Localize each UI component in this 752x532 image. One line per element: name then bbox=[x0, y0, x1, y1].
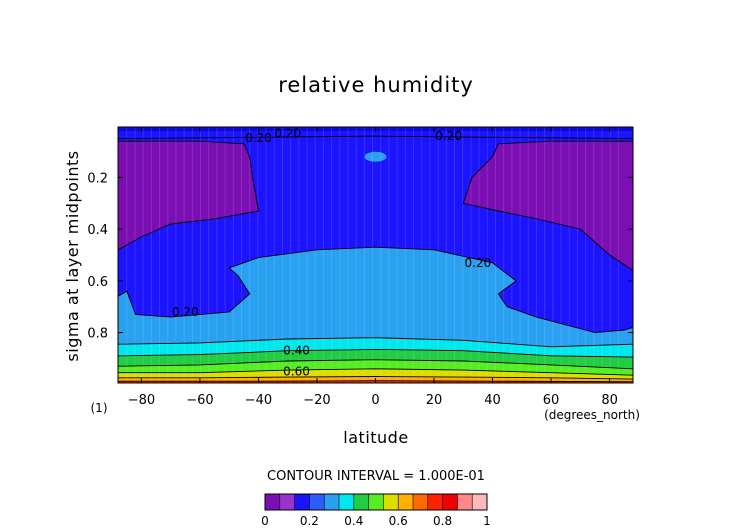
chart-title: relative humidity bbox=[278, 73, 474, 97]
x-tick-label: 0 bbox=[371, 393, 379, 408]
colorbar-swatch bbox=[353, 494, 370, 510]
y-axis-ticks: 0.2 0.4 0.6 0.8 bbox=[87, 171, 633, 342]
contour-0.2-north bbox=[462, 140, 634, 271]
colorbar-swatch bbox=[442, 494, 458, 510]
contour-label: 0.20 bbox=[172, 305, 199, 319]
y-axis-label: sigma at layer midpoints bbox=[63, 150, 82, 361]
contour-texture bbox=[126, 127, 619, 383]
contour-label: 0.20 bbox=[435, 129, 462, 143]
y-tick-label: 0.4 bbox=[87, 223, 108, 238]
contour-0.6 bbox=[117, 359, 634, 370]
y-tick-label: 0.6 bbox=[87, 275, 108, 290]
colorbar-swatch bbox=[398, 494, 414, 510]
x-tick-label: −40 bbox=[245, 393, 272, 408]
x-tick-label: 40 bbox=[484, 393, 501, 408]
contour-label: 0.20 bbox=[245, 131, 272, 145]
contour-0.2-top bbox=[117, 135, 634, 140]
colorbar-frame bbox=[264, 493, 488, 511]
x-tick-label: −80 bbox=[128, 393, 155, 408]
colorbar-swatch bbox=[265, 494, 281, 510]
contour-0.8 bbox=[118, 376, 634, 380]
y-tick-label: 0.2 bbox=[87, 171, 108, 186]
colorbar-swatch bbox=[427, 494, 444, 510]
contour-label: 0.20 bbox=[465, 256, 492, 270]
x-tick-label: 20 bbox=[426, 393, 443, 408]
x-tick-label: 80 bbox=[601, 393, 618, 408]
contour-label: 0.40 bbox=[283, 344, 310, 358]
corner-label: (1) bbox=[91, 401, 108, 415]
x-axis-units: (degrees_north) bbox=[544, 408, 640, 422]
fill-0.1-0.2-south bbox=[118, 141, 259, 250]
colorbar-swatch bbox=[413, 494, 429, 510]
contour-labels: 0.200.20 0.200.200.200.400.60 bbox=[172, 126, 491, 378]
x-axis-label: latitude bbox=[343, 428, 408, 447]
fill-0.3-0.4-blob bbox=[364, 151, 387, 162]
contour-lines bbox=[117, 135, 634, 383]
colorbar-tick-label: 0.4 bbox=[344, 514, 363, 528]
contour-0.4 bbox=[117, 337, 634, 348]
colorbar-tick-labels: 0 0.2 0.4 0.6 0.8 1 bbox=[261, 514, 491, 528]
contour-0.2-south bbox=[117, 140, 260, 251]
contour-0.5 bbox=[117, 348, 634, 358]
contour-fills bbox=[118, 127, 633, 383]
colorbar-swatch bbox=[294, 494, 310, 510]
contour-label: 0.60 bbox=[283, 364, 310, 378]
colorbar-swatch bbox=[383, 494, 399, 510]
colorbar-swatch bbox=[472, 494, 488, 510]
x-tick-label: −60 bbox=[186, 393, 213, 408]
contour-interval-label: CONTOUR INTERVAL = 1.000E-01 bbox=[267, 469, 485, 484]
contour-label: 0.20 bbox=[274, 126, 301, 140]
colorbar-swatch bbox=[279, 494, 296, 510]
colorbar bbox=[264, 493, 488, 511]
y-tick-label: 0.8 bbox=[87, 327, 108, 342]
contour-0.7 bbox=[118, 368, 634, 376]
colorbar-tick-label: 0 bbox=[261, 514, 269, 528]
colorbar-swatch bbox=[309, 494, 325, 510]
x-tick-label: −20 bbox=[303, 393, 330, 408]
contour-0.3 bbox=[117, 246, 634, 334]
colorbar-swatch bbox=[324, 494, 340, 510]
colorbar-tick-label: 1 bbox=[483, 514, 491, 528]
colorbar-tick-label: 0.6 bbox=[389, 514, 408, 528]
colorbar-swatch bbox=[339, 494, 355, 510]
colorbar-swatch bbox=[457, 494, 473, 510]
x-tick-label: 60 bbox=[543, 393, 560, 408]
colorbar-tick-label: 0.2 bbox=[300, 514, 319, 528]
x-axis-ticks: −80 −60 −40 −20 0 20 40 60 80 bbox=[128, 127, 618, 408]
colorbar-swatch bbox=[368, 494, 384, 510]
colorbar-tick-label: 0.8 bbox=[433, 514, 452, 528]
